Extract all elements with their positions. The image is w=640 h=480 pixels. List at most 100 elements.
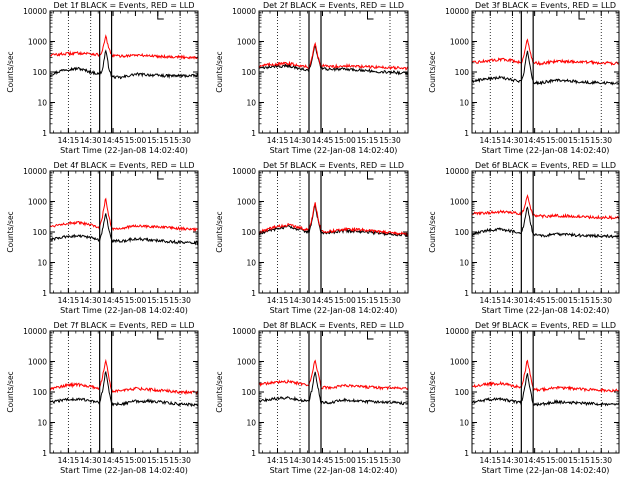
y-axis-label: Counts/sec [215, 371, 224, 412]
x-tick-label: 14:30 [289, 296, 311, 305]
series-lld-line [49, 197, 199, 233]
x-tick-label: 15:15 [568, 136, 590, 145]
y-tick-label: 10 [246, 419, 256, 428]
x-tick-label: 15:15 [147, 456, 169, 465]
x-tick-label: 15:15 [357, 296, 379, 305]
y-axis-label: Counts/sec [428, 211, 437, 252]
x-tick-label: 14:45 [312, 456, 334, 465]
y-tick-label: 1000 [237, 198, 256, 207]
x-tick-label: 14:30 [502, 456, 524, 465]
x-tick-label: 14:30 [502, 136, 524, 145]
y-tick-label: 1000 [450, 358, 469, 367]
x-tick-label: 15:00 [546, 456, 568, 465]
panel-det-2: Det 2f BLACK = Events, RED = LLD 1 10 100 10… [215, 1, 409, 155]
bracket-marker [157, 171, 164, 180]
panel-title: Det 9f BLACK = Events, RED = LLD [475, 321, 616, 330]
x-tick-label: 14:30 [502, 296, 524, 305]
y-tick-label: 10000 [445, 167, 469, 176]
x-tick-label: 15:00 [125, 136, 147, 145]
series-lld-line [258, 202, 409, 237]
x-tick-label: 14:30 [80, 456, 102, 465]
y-axis-label: Counts/sec [428, 51, 437, 92]
x-tick-label: 15:30 [590, 456, 612, 465]
y-tick-label: 10000 [232, 7, 256, 16]
x-tick-label: 15:30 [590, 136, 612, 145]
panel-title: Det 3f BLACK = Events, RED = LLD [475, 1, 616, 10]
panel-det-5: Det 5f BLACK = Events, RED = LLD 1 10 100 10… [215, 161, 409, 315]
axes-frame [471, 170, 620, 294]
series-lld-line [258, 359, 409, 391]
y-tick-label: 10 [37, 419, 47, 428]
y-tick-label: 1 [42, 289, 47, 298]
y-tick-label: 10000 [23, 167, 47, 176]
x-tick-label: 14:15 [479, 456, 501, 465]
y-tick-label: 100 [33, 388, 48, 397]
x-tick-label: 15:30 [379, 136, 401, 145]
x-tick-label: 14:30 [80, 296, 102, 305]
x-tick-label: 15:15 [147, 296, 169, 305]
y-tick-label: 1 [464, 129, 469, 138]
y-tick-label: 1 [251, 129, 256, 138]
x-tick-label: 15:30 [169, 456, 191, 465]
y-axis-label: Counts/sec [215, 211, 224, 252]
y-tick-label: 1 [42, 129, 47, 138]
y-tick-label: 1 [251, 289, 256, 298]
bracket-marker [367, 171, 374, 180]
x-tick-label: 14:45 [102, 456, 124, 465]
x-tick-label: 15:00 [125, 456, 147, 465]
bracket-marker [578, 11, 586, 20]
y-tick-label: 1000 [28, 198, 47, 207]
x-tick-label: 14:45 [102, 296, 124, 305]
panel-title: Det 5f BLACK = Events, RED = LLD [263, 161, 404, 170]
y-tick-label: 1000 [450, 198, 469, 207]
series-lld-line [471, 194, 620, 220]
series-events-line [258, 371, 409, 406]
panel-title: Det 6f BLACK = Events, RED = LLD [475, 161, 616, 170]
x-tick-label: 14:15 [58, 456, 80, 465]
x-tick-label: 14:30 [289, 136, 311, 145]
x-tick-label: 14:45 [524, 296, 546, 305]
y-tick-label: 100 [455, 68, 470, 77]
y-tick-label: 100 [455, 228, 470, 237]
panel-det-7: Det 7f BLACK = Events, RED = LLD 1 10 100 10… [6, 321, 199, 475]
x-axis-label: Start Time (22-Jan-08 14:02:40) [270, 146, 398, 155]
series-lld-line [49, 34, 199, 60]
x-tick-label: 14:30 [289, 456, 311, 465]
x-axis-label: Start Time (22-Jan-08 14:02:40) [482, 146, 610, 155]
x-axis-label: Start Time (22-Jan-08 14:02:40) [60, 306, 188, 315]
y-tick-label: 1 [464, 449, 469, 458]
series-events-line [49, 213, 199, 246]
series-events-line [49, 49, 199, 80]
bracket-marker [157, 11, 164, 20]
bracket-marker [157, 331, 164, 340]
y-tick-label: 10 [37, 259, 47, 268]
axes-frame [49, 10, 199, 134]
x-tick-label: 15:00 [546, 296, 568, 305]
x-tick-label: 15:00 [334, 296, 356, 305]
y-tick-label: 1000 [450, 38, 469, 47]
y-tick-label: 10000 [445, 327, 469, 336]
x-tick-label: 15:00 [334, 456, 356, 465]
x-tick-label: 15:15 [147, 136, 169, 145]
y-tick-label: 1000 [28, 358, 47, 367]
x-tick-label: 14:30 [80, 136, 102, 145]
panel-title: Det 7f BLACK = Events, RED = LLD [53, 321, 194, 330]
x-tick-label: 15:00 [546, 136, 568, 145]
y-tick-label: 10000 [232, 327, 256, 336]
x-tick-label: 15:00 [334, 136, 356, 145]
y-tick-label: 10 [37, 99, 47, 108]
y-tick-label: 10000 [23, 327, 47, 336]
x-tick-label: 15:30 [379, 296, 401, 305]
panel-det-9: Det 9f BLACK = Events, RED = LLD 1 10 100 10… [428, 321, 620, 475]
y-tick-label: 1000 [237, 358, 256, 367]
y-tick-label: 100 [242, 388, 257, 397]
x-tick-label: 14:15 [479, 136, 501, 145]
panel-det-4: Det 4f BLACK = Events, RED = LLD 1 10 100 10… [6, 161, 199, 315]
x-axis-label: Start Time (22-Jan-08 14:02:40) [60, 146, 188, 155]
y-tick-label: 10 [246, 99, 256, 108]
x-tick-label: 14:15 [479, 296, 501, 305]
x-axis-label: Start Time (22-Jan-08 14:02:40) [60, 466, 188, 475]
y-tick-label: 100 [33, 68, 48, 77]
y-axis-label: Counts/sec [215, 51, 224, 92]
